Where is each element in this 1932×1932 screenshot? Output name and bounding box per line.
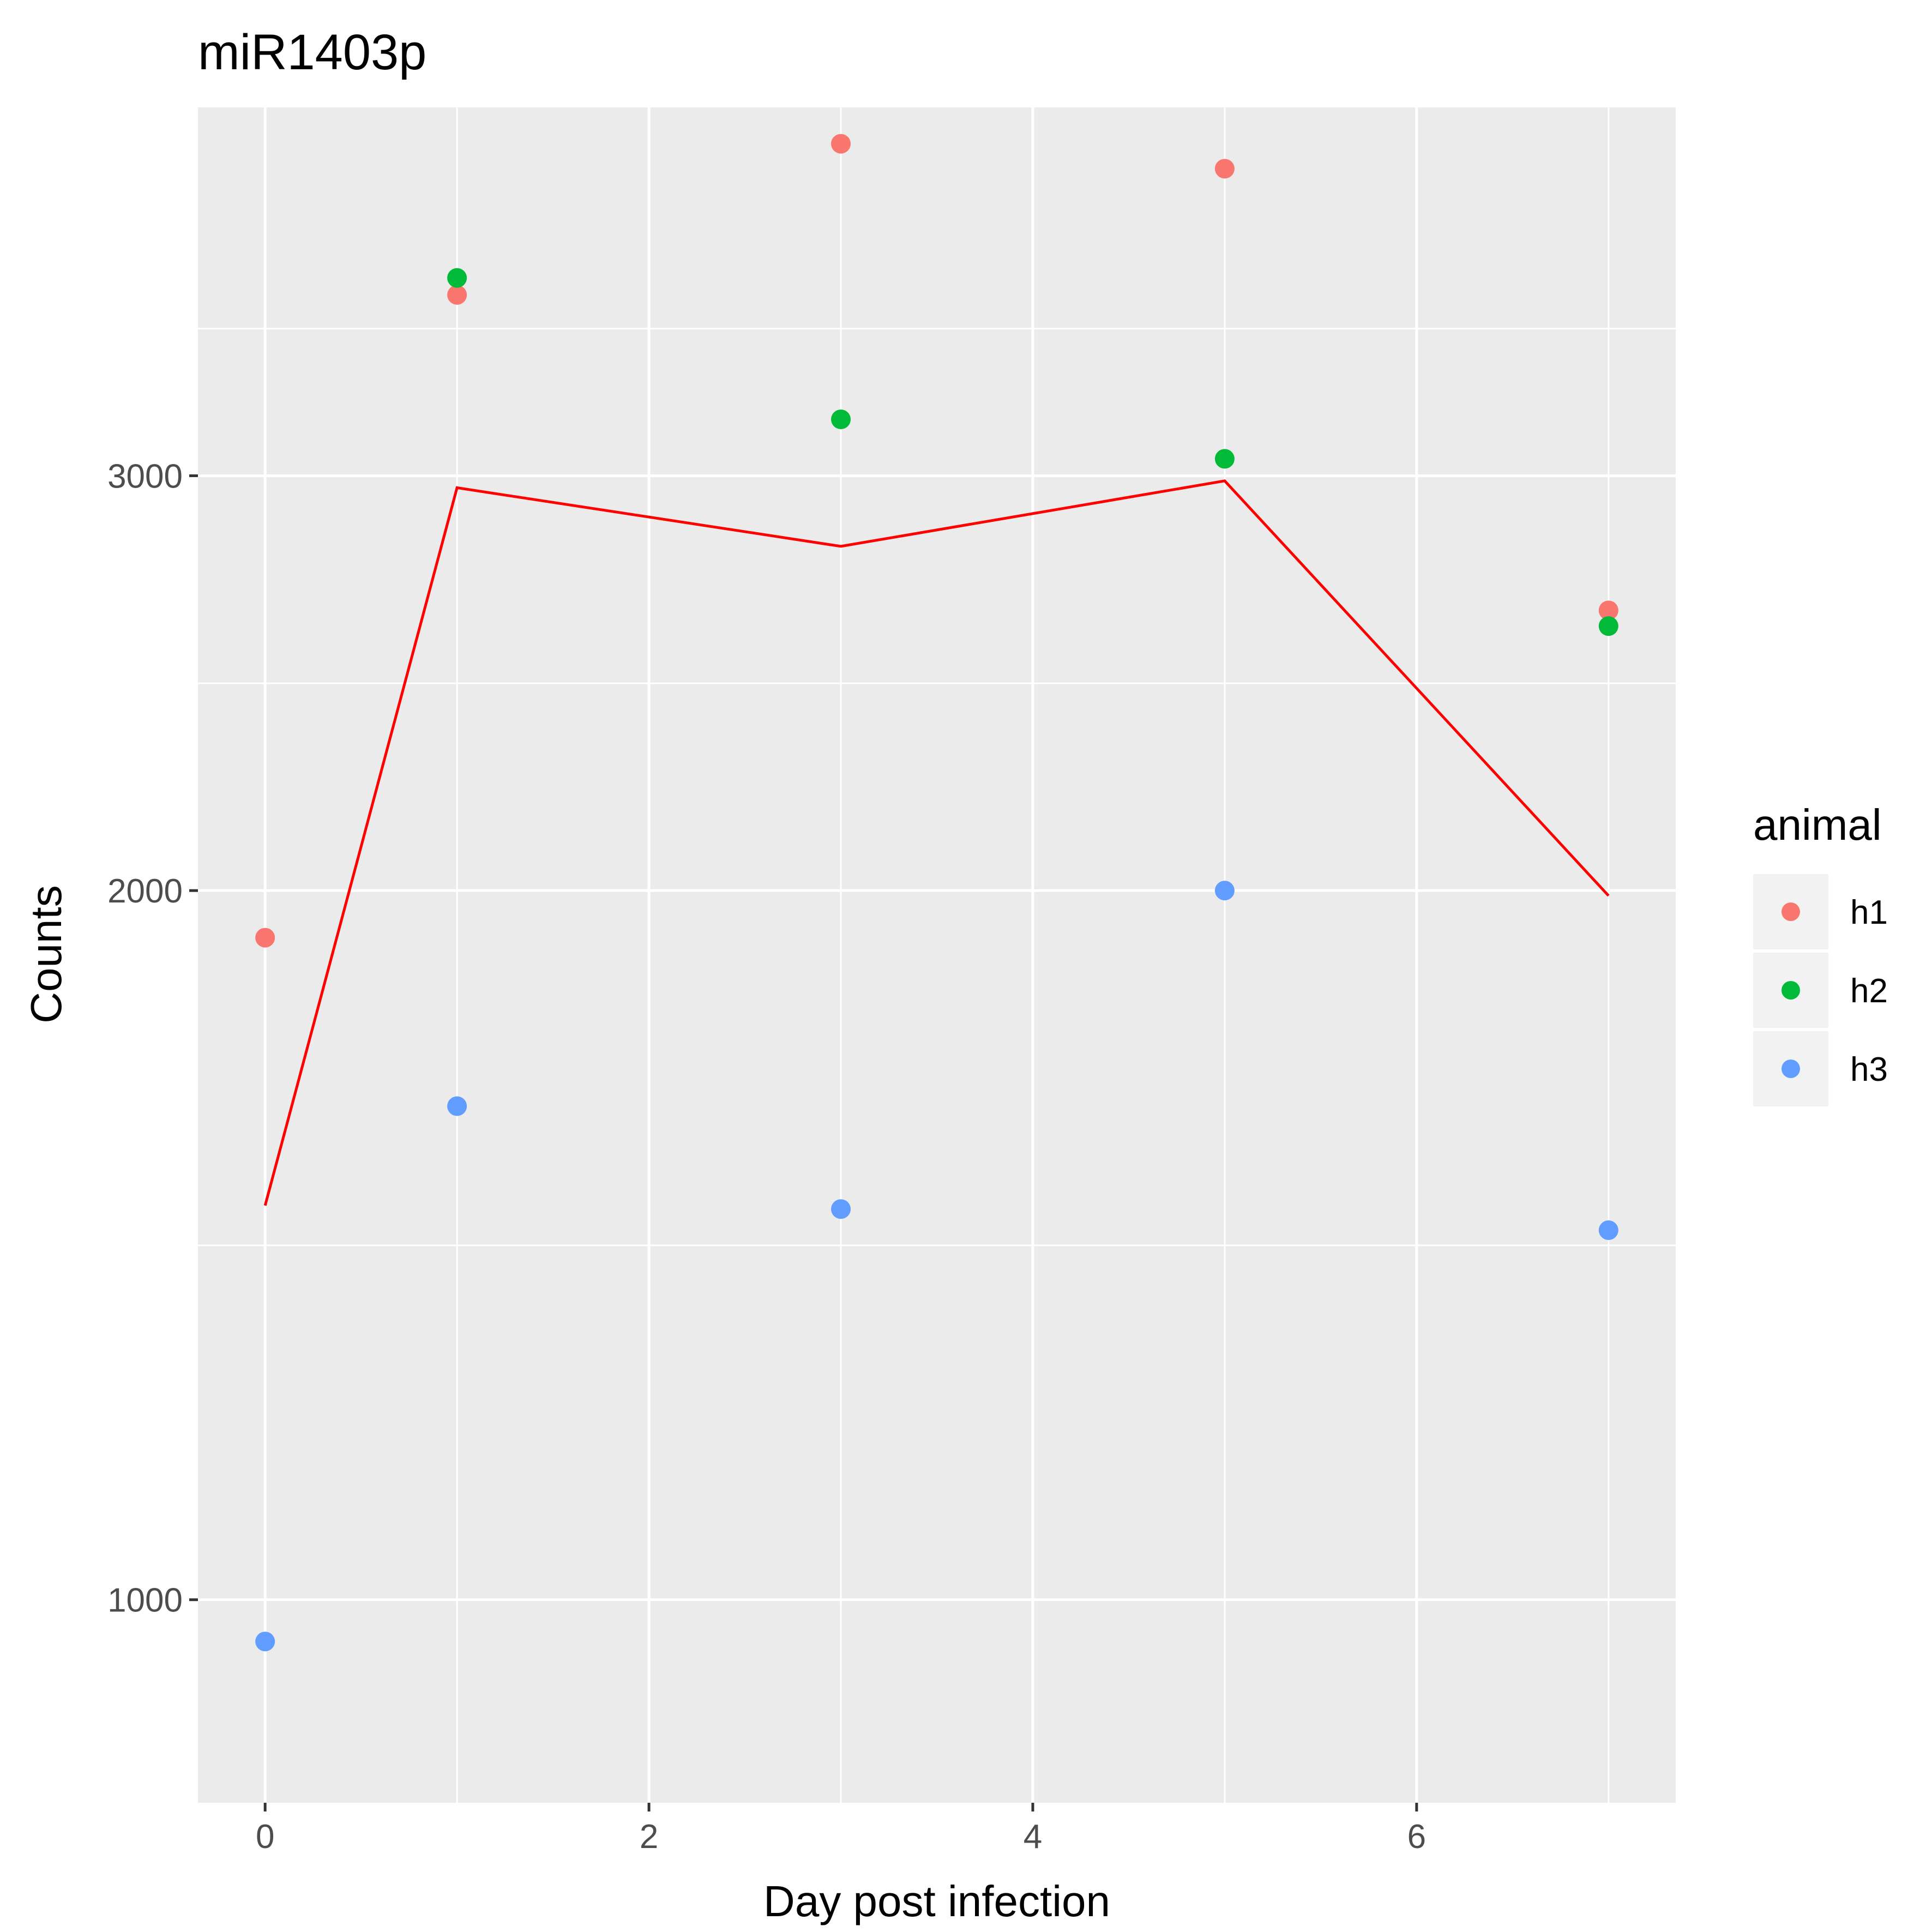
data-point-h2 <box>447 268 467 288</box>
data-point-h1 <box>255 928 275 948</box>
legend-title: animal <box>1753 801 1882 849</box>
legend-marker <box>1781 902 1800 921</box>
legend-entry-h3: h3 <box>1753 1031 1888 1106</box>
y-tick-label: 1000 <box>107 1582 183 1620</box>
data-point-h1 <box>1598 600 1618 621</box>
y-axis: 1000 2000 3000 <box>107 458 198 1620</box>
chart-title: miR1403p <box>198 25 426 80</box>
major-gridlines <box>198 107 1676 1803</box>
legend-marker <box>1781 981 1800 1000</box>
y-tick-label: 3000 <box>107 458 183 495</box>
x-tick-label: 4 <box>1024 1818 1042 1856</box>
legend-entry-h2: h2 <box>1753 953 1888 1028</box>
data-point-h3 <box>447 1096 467 1116</box>
data-point-h2 <box>1598 616 1618 636</box>
x-tick-label: 0 <box>256 1818 274 1856</box>
legend-entries: h1 h2 h3 <box>1753 874 1888 1106</box>
data-point-h3 <box>255 1632 275 1652</box>
legend-label: h3 <box>1850 1051 1888 1088</box>
data-point-h3 <box>1598 1220 1618 1241</box>
legend: animal h1 h2 h3 <box>1753 801 1888 1106</box>
data-points <box>255 134 1618 1652</box>
data-point-h1 <box>1214 159 1235 179</box>
data-point-h1 <box>447 285 467 305</box>
x-axis-title: Day post infection <box>763 1877 1110 1925</box>
x-tick-label: 6 <box>1407 1818 1426 1856</box>
trend-lines <box>263 479 1610 1206</box>
x-axis: 0 2 4 6 <box>256 1803 1426 1856</box>
mean-line <box>263 479 1610 1206</box>
x-tick-label: 2 <box>640 1818 658 1856</box>
data-point-h3 <box>831 1199 851 1219</box>
minor-gridlines <box>198 107 1676 1803</box>
data-point-h3 <box>1214 881 1235 901</box>
plot-panel <box>198 107 1676 1803</box>
data-point-h1 <box>831 134 851 154</box>
y-axis-title: Counts <box>22 885 70 1023</box>
legend-entry-h1: h1 <box>1753 874 1888 949</box>
legend-label: h2 <box>1850 972 1888 1010</box>
data-point-h2 <box>1214 449 1235 469</box>
data-point-h2 <box>831 410 851 430</box>
y-tick-label: 2000 <box>107 872 183 910</box>
legend-label: h1 <box>1850 894 1888 931</box>
legend-marker <box>1781 1060 1800 1078</box>
